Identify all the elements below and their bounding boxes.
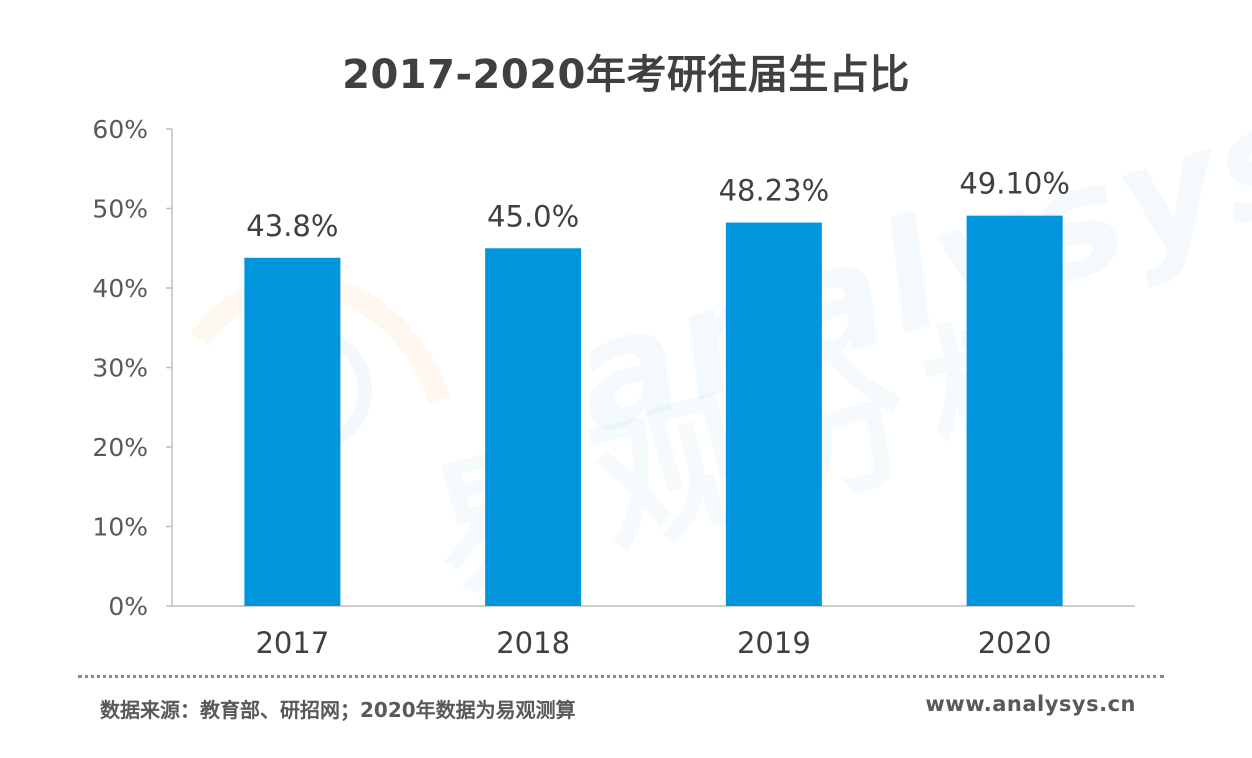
bar-2019: [725, 222, 822, 606]
bar-2017: [244, 257, 341, 606]
y-tick-label: 10%: [92, 513, 148, 542]
data-label-2020: 49.10%: [959, 167, 1070, 201]
y-tick-label: 60%: [92, 115, 148, 144]
footer-divider: [78, 675, 1164, 678]
data-label-2017: 43.8%: [246, 209, 338, 243]
x-tick-label-2018: 2018: [496, 626, 570, 660]
data-label-2019: 48.23%: [719, 174, 830, 208]
bar-2020: [966, 215, 1063, 606]
x-tick-label-2020: 2020: [978, 626, 1052, 660]
data-label-2018: 45.0%: [487, 199, 579, 233]
bar-2018: [485, 248, 582, 606]
y-tick-label: 30%: [92, 354, 148, 383]
y-tick-label: 20%: [92, 433, 148, 462]
bar-chart: 0% 10% 20% 30% 40% 50% 60% 43.8% 2017 45.0% 2018 48…: [92, 115, 1135, 660]
y-tick-label: 40%: [92, 274, 148, 303]
y-tick-label: 50%: [92, 195, 148, 224]
y-tick-label: 0%: [108, 592, 148, 621]
site-url: www.analysys.cn: [925, 692, 1136, 716]
x-tick-label-2019: 2019: [737, 626, 811, 660]
chart-title: 2017-2020年考研往届生占比: [342, 52, 910, 98]
x-tick-label-2017: 2017: [255, 626, 329, 660]
data-source-note: 数据来源：教育部、研招网；2020年数据为易观测算: [100, 698, 576, 722]
